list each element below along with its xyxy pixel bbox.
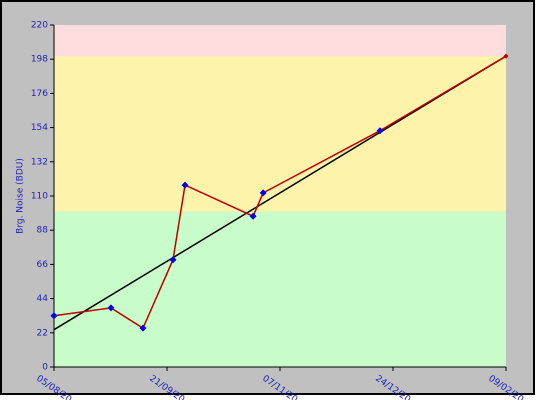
point: [169, 256, 177, 264]
y-tick-label: 132: [31, 157, 48, 167]
zone: [54, 56, 506, 212]
y-tick-label: 44: [37, 294, 49, 304]
point: [107, 304, 115, 312]
y-tick-label: 110: [31, 192, 48, 202]
y-tick-label: 88: [37, 226, 49, 236]
y-tick-label: 0: [42, 363, 48, 373]
point: [503, 53, 509, 59]
trend-line: [53, 55, 507, 331]
y-tick-label: 154: [31, 123, 48, 133]
y-tick-label: 198: [31, 55, 48, 65]
zone: [54, 25, 506, 57]
zone: [54, 211, 506, 367]
y-tick-label: 66: [37, 260, 49, 270]
y-tick-label: 176: [31, 89, 48, 99]
point: [249, 212, 257, 220]
point: [259, 189, 267, 197]
point: [181, 181, 189, 189]
y-axis-label: Brg. Noise (BDU): [16, 158, 26, 234]
y-tick-label: 220: [31, 21, 48, 31]
point: [50, 312, 58, 320]
y-tick-label: 22: [37, 328, 48, 338]
point: [376, 127, 384, 135]
point: [139, 324, 147, 332]
